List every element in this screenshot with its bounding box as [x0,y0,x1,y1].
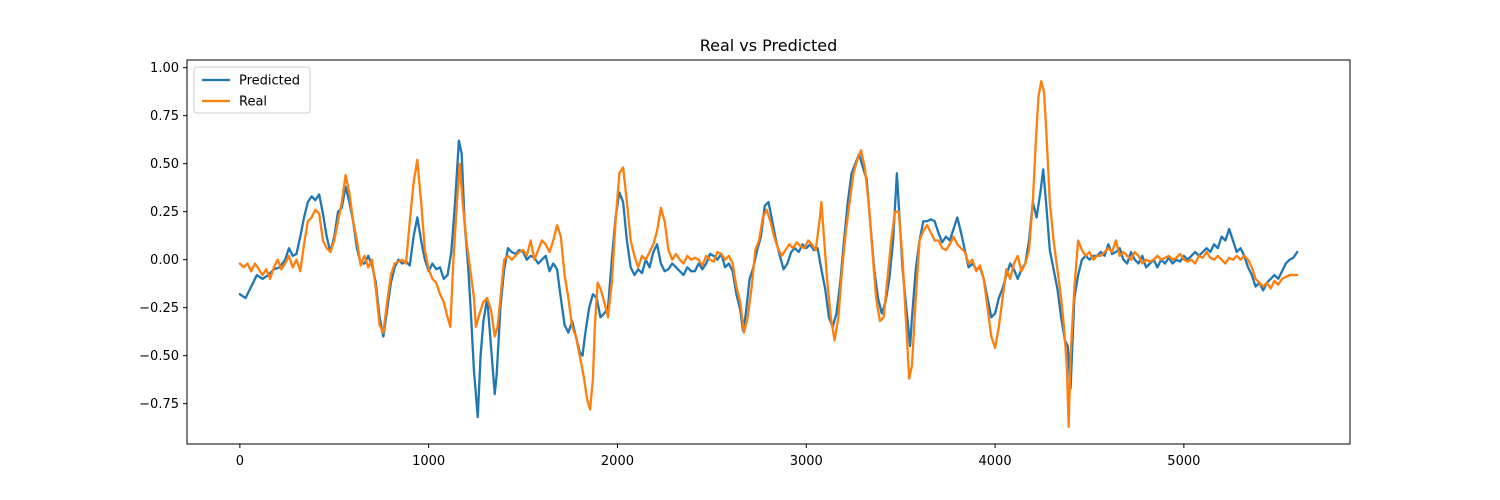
chart-title: Real vs Predicted [700,36,838,55]
y-tick-label: 0.75 [150,109,179,124]
y-tick-label: 0.00 [150,253,179,268]
x-tick-label: 4000 [979,454,1012,469]
series-line-real [238,79,1299,428]
series-line-predicted [238,139,1299,419]
y-tick-label: 0.25 [150,205,179,220]
series-layer [238,79,1299,428]
legend-label-predicted: Predicted [239,74,300,89]
y-tick-label: 0.50 [150,157,179,172]
y-tick-label: 1.00 [150,61,179,76]
legend-label-real: Real [239,95,267,110]
x-tick-label: 0 [236,454,244,469]
x-tick-label: 3000 [790,454,823,469]
y-tick-label: −0.75 [139,397,179,412]
plot-frame [186,59,1351,445]
x-tick-label: 2000 [601,454,634,469]
legend: Predicted Real [193,66,311,114]
x-tick-label: 5000 [1167,454,1200,469]
axes-layer: 0 1000 2000 3000 4000 5000 −0.75 −0.50 −0.25 0.00… [139,59,1351,469]
y-tick-label: −0.25 [139,301,179,316]
x-tick-label: 1000 [412,454,445,469]
y-tick-label: −0.50 [139,349,179,364]
